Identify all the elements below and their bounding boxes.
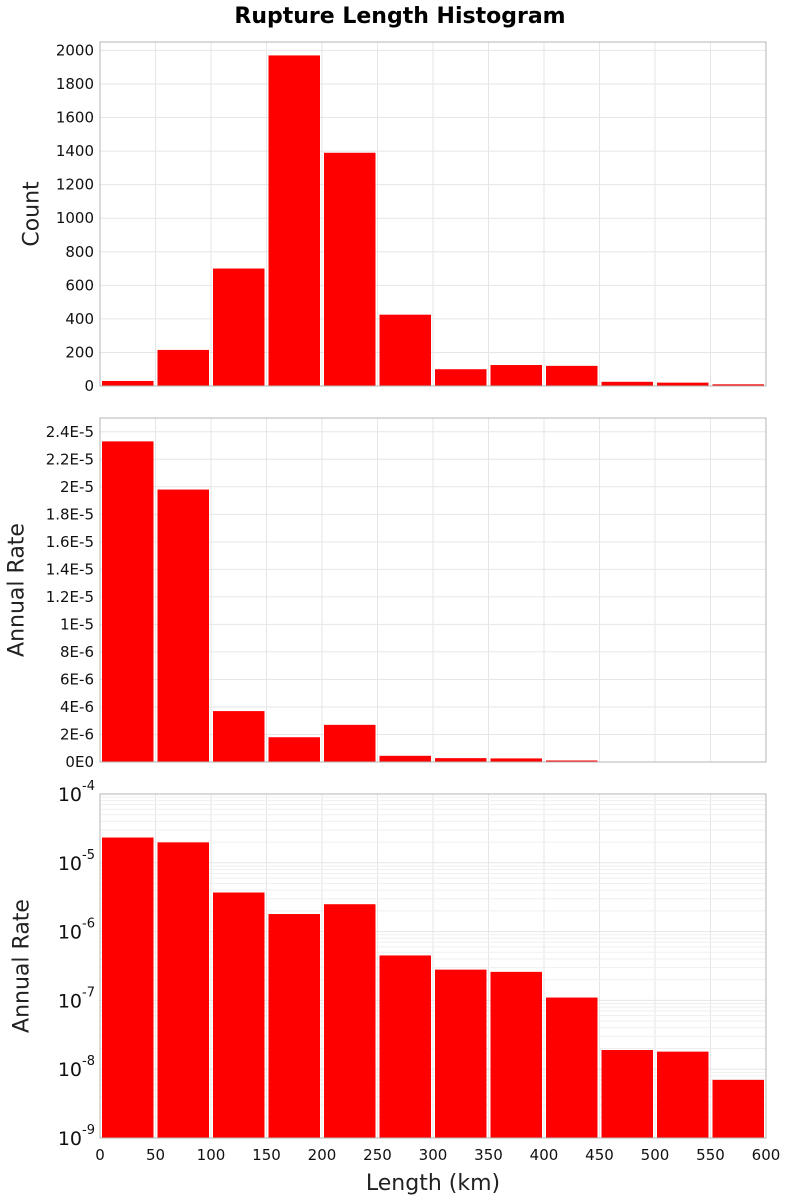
bar — [157, 349, 209, 386]
y-tick-label: 1400 — [56, 142, 94, 160]
bar — [157, 842, 209, 1138]
x-tick-label: 450 — [585, 1146, 614, 1164]
annual-rate-linear-panel: 0E0 2E-6 4E-6 6E-6 8E-6 1E-5 1.2E-5 1.4E-5 1.6E-… — [5, 417, 767, 771]
bar — [490, 365, 542, 386]
y-tick-label: 1600 — [56, 109, 94, 127]
bar — [712, 1079, 764, 1138]
y-tick-label: 200 — [65, 343, 94, 361]
x-tick-label: 250 — [363, 1146, 392, 1164]
bar — [546, 760, 598, 762]
x-tick-label: 200 — [308, 1146, 337, 1164]
y-tick-label: 800 — [65, 243, 94, 261]
bar — [546, 997, 598, 1138]
bar — [435, 758, 487, 762]
x-tick-label: 50 — [146, 1146, 165, 1164]
x-axis-label: Length (km) — [366, 1171, 500, 1196]
bar — [268, 55, 320, 387]
y-tick-label: 1800 — [56, 75, 94, 93]
bar — [102, 380, 154, 386]
chart-title: Rupture Length Histogram — [234, 4, 565, 29]
y-axis-label: Count — [20, 181, 45, 247]
y-tick-label: 2E-5 — [60, 478, 94, 496]
bar — [601, 381, 653, 386]
x-tick-label: 500 — [641, 1146, 670, 1164]
annual-rate-log-panel: 10-9 10-8 10-7 10-6 10-5 10-4 Annual Rate — [10, 779, 767, 1150]
x-tick-label: 0 — [95, 1146, 105, 1164]
bar — [102, 837, 154, 1138]
bar — [324, 724, 376, 762]
bar — [435, 969, 487, 1138]
y-tick-label: 1.6E-5 — [46, 533, 94, 551]
y-axis-label: Annual Rate — [5, 523, 30, 657]
bar — [435, 369, 487, 386]
y-tick-label: 1.8E-5 — [46, 505, 94, 523]
y-tick-label: 10-5 — [58, 848, 95, 875]
plot-frame — [99, 417, 767, 763]
bar — [657, 1051, 709, 1138]
y-tick-label: 2.4E-5 — [46, 423, 94, 441]
bar — [213, 892, 265, 1138]
bar — [157, 489, 209, 762]
bar — [379, 755, 431, 762]
bar — [601, 1050, 653, 1138]
count-panel: 0 200 400 600 800 1000 1200 1400 1600 1800 2000 Cou… — [20, 41, 767, 395]
y-tick-label: 0 — [84, 377, 94, 395]
y-tick-label: 1.2E-5 — [46, 588, 94, 606]
bar — [490, 758, 542, 762]
y-tick-label: 10-4 — [58, 779, 95, 806]
x-tick-label: 350 — [474, 1146, 503, 1164]
bar — [379, 314, 431, 386]
y-tick-label: 400 — [65, 310, 94, 328]
plot-frame — [99, 41, 767, 387]
y-tick-label: 2E-6 — [60, 725, 94, 743]
bar — [268, 737, 320, 762]
x-tick-label: 300 — [419, 1146, 448, 1164]
x-tick-label: 600 — [752, 1146, 781, 1164]
x-tick-label: 550 — [696, 1146, 725, 1164]
bar — [213, 268, 265, 386]
y-tick-label: 0E0 — [65, 753, 94, 771]
y-tick-label: 10-8 — [58, 1054, 95, 1081]
y-tick-label: 2.2E-5 — [46, 450, 94, 468]
plot-frame — [99, 793, 767, 1139]
x-tick-label: 150 — [252, 1146, 281, 1164]
bar — [379, 955, 431, 1138]
y-tick-label: 10-6 — [58, 917, 95, 944]
x-axis: 0 50 100 150 200 250 300 350 400 450 500 550 600 — [95, 1146, 780, 1164]
bar — [213, 711, 265, 762]
bar — [102, 441, 154, 762]
y-tick-label: 1E-5 — [60, 615, 94, 633]
bar — [490, 971, 542, 1138]
bar — [712, 384, 764, 386]
y-tick-label: 6E-6 — [60, 670, 94, 688]
y-tick-label: 1000 — [56, 209, 94, 227]
x-tick-label: 400 — [530, 1146, 559, 1164]
y-tick-label: 600 — [65, 276, 94, 294]
y-tick-label: 1200 — [56, 176, 94, 194]
bar — [268, 914, 320, 1138]
y-tick-label: 1.4E-5 — [46, 560, 94, 578]
x-tick-label: 100 — [197, 1146, 226, 1164]
y-tick-label: 10-7 — [58, 985, 95, 1012]
y-tick-label: 2000 — [56, 41, 94, 59]
y-tick-label: 4E-6 — [60, 698, 94, 716]
y-tick-label: 10-9 — [58, 1123, 95, 1150]
y-axis-label: Annual Rate — [10, 899, 35, 1033]
bar — [546, 365, 598, 386]
bar — [324, 904, 376, 1138]
bar — [324, 152, 376, 386]
y-tick-label: 8E-6 — [60, 643, 94, 661]
bar — [657, 382, 709, 386]
